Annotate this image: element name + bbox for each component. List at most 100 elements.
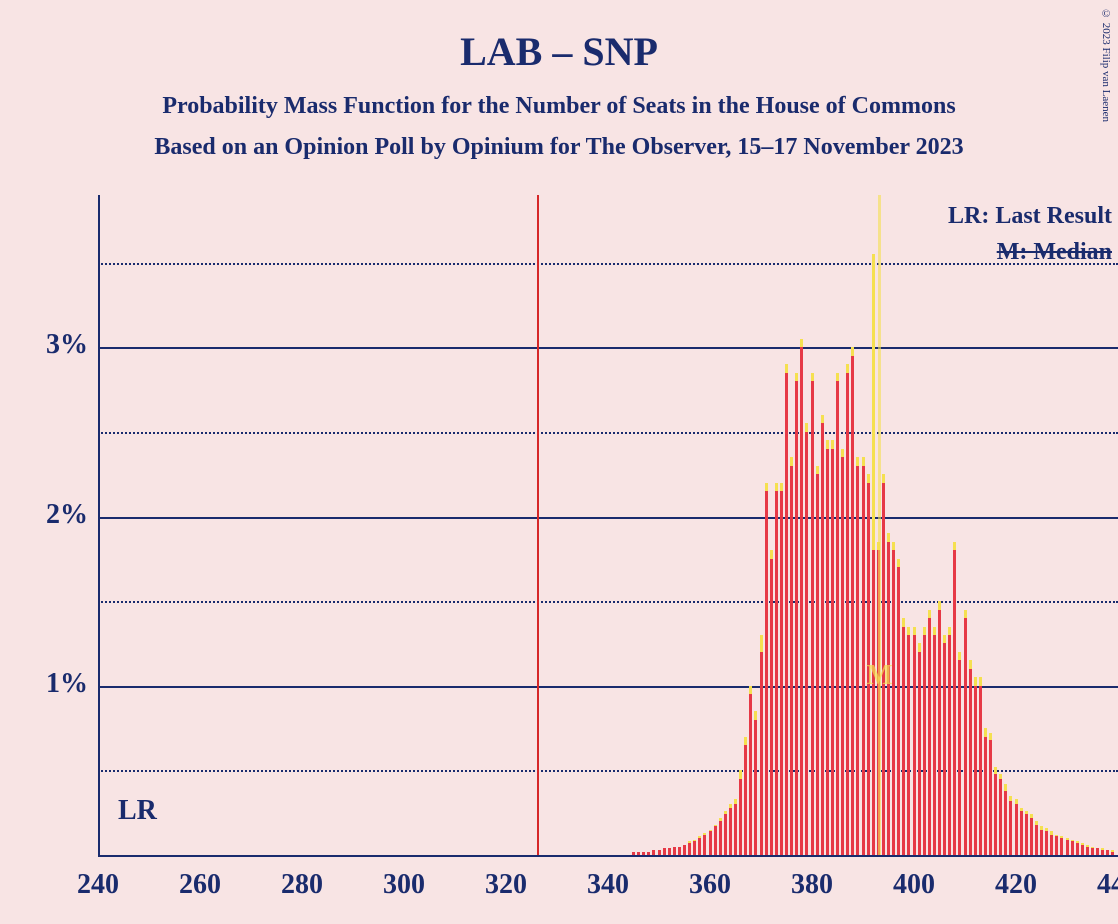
xtick-label: 400 [884,869,944,901]
chart-subtitle-2: Based on an Opinion Poll by Opinium for … [0,134,1118,161]
bar-red [1009,801,1012,855]
bar-red [948,635,951,855]
bar-red [979,686,982,855]
bar-red [826,449,829,855]
bar-red [724,814,727,855]
bar-red [841,457,844,855]
bar-red [816,474,819,855]
bar-red [1055,836,1058,855]
bar-red [765,491,768,855]
bar-red [688,843,691,855]
bar-red [1035,825,1038,855]
legend-lr: LR: Last Result [948,203,1112,230]
bar-red [632,852,635,855]
bar-red [1076,843,1079,855]
chart-subtitle-1: Probability Mass Function for the Number… [0,93,1118,120]
xtick-label: 440 [1088,869,1118,901]
bar-red [851,356,854,855]
bar-red [943,643,946,855]
bar-red [668,848,671,855]
bar-red [647,852,650,855]
bar-red [744,745,747,855]
bar-red [836,381,839,855]
bar-red [907,635,910,855]
bar-red [1030,818,1033,855]
bar-red [775,491,778,855]
xtick-label: 280 [272,869,332,901]
ytick-label: 3% [28,329,88,361]
bar-red [703,835,706,855]
bar-red [1020,811,1023,855]
xtick-label: 320 [476,869,536,901]
bar-red [739,779,742,855]
bar-red [856,466,859,855]
gridline-minor [98,601,1118,603]
bar-red [1096,848,1099,855]
bar-red [933,635,936,855]
bar-red [1004,791,1007,855]
chart-title: LAB – SNP [0,0,1118,75]
bar-red [918,652,921,855]
bar-red [1111,852,1114,855]
gridline-minor [98,263,1118,265]
bar-red [1060,838,1063,855]
x-axis [98,855,1118,857]
bar-red [1040,830,1043,855]
bar-red [1066,840,1069,855]
bar-red [1015,804,1018,855]
bar-red [958,660,961,855]
lr-label: LR [118,795,157,827]
bar-red [1050,835,1053,855]
bar-red [974,686,977,855]
bar-red [652,850,655,855]
bar-red [709,831,712,855]
bar-red [1091,848,1094,855]
bar-red [805,432,808,855]
bar-red [795,381,798,855]
bar-red [729,808,732,855]
bar-red [1101,850,1104,855]
bar-red [642,852,645,855]
bar-red [663,848,666,855]
bar-red [928,618,931,855]
bar-red [698,838,701,855]
bar-red [831,449,834,855]
bar-red [872,550,875,855]
bar-red [811,381,814,855]
xtick-label: 260 [170,869,230,901]
bar-red [969,669,972,855]
gridline-major [98,517,1118,519]
bar-red [846,373,849,855]
bar-red [637,852,640,855]
ytick-label: 1% [28,668,88,700]
gridline-minor [98,432,1118,434]
bar-red [887,542,890,855]
bar-red [1045,831,1048,855]
bar-red [964,618,967,855]
bar-red [862,466,865,855]
bar-red [923,635,926,855]
bar-red [678,847,681,855]
xtick-label: 340 [578,869,638,901]
bar-red [770,559,773,855]
bar-red [1071,841,1074,855]
bar-red [780,491,783,855]
bar-red [989,740,992,855]
bar-red [693,841,696,855]
legend-median: M: Median [997,239,1112,266]
bar-red [800,347,803,855]
xtick-label: 420 [986,869,1046,901]
bar-red [714,826,717,855]
bar-red [897,567,900,855]
bar-red [1086,847,1089,855]
bar-red [658,850,661,855]
xtick-label: 380 [782,869,842,901]
bar-red [902,627,905,855]
bar-red [1025,814,1028,855]
copyright-text: © 2023 Filip van Laenen [1100,8,1112,122]
ytick-label: 2% [28,499,88,531]
bar-red [754,720,757,855]
bar-red [892,550,895,855]
bar-red [785,373,788,855]
bar-red [821,423,824,855]
